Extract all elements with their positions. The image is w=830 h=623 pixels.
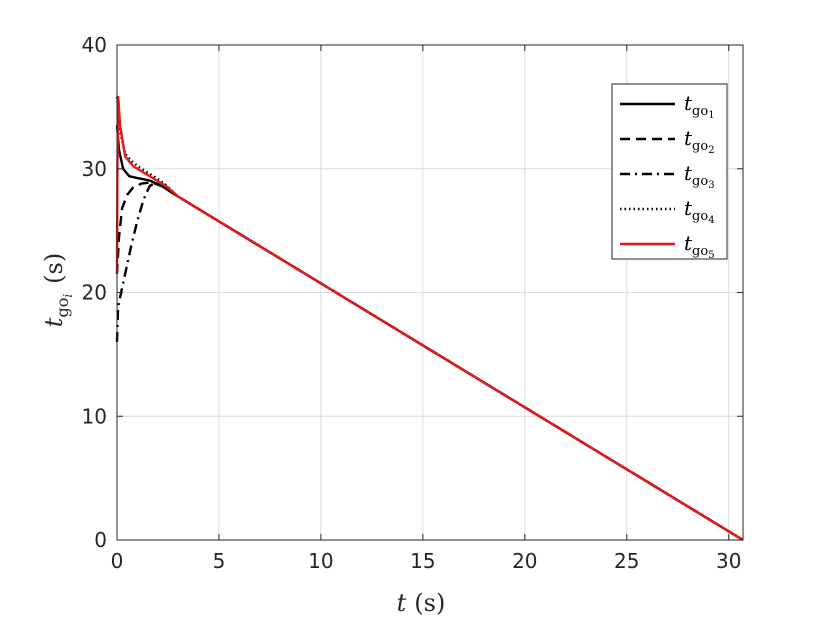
x-tick-label: 15	[410, 549, 435, 573]
legend-label-var: t	[684, 231, 693, 255]
legend-label-var: t	[684, 126, 693, 150]
y-tick-label: 10	[82, 404, 107, 428]
legend-label-sub: go	[692, 209, 708, 224]
series-line-3	[115, 181, 744, 542]
y-tick-label: 20	[82, 281, 107, 305]
y-axis-label-unit: (s)	[40, 253, 68, 284]
y-axis-label: tgoi (s)	[40, 253, 75, 327]
legend-label-index: 2	[708, 145, 714, 156]
legend-label-sub: go	[692, 139, 708, 154]
x-tick-label: 5	[213, 549, 226, 573]
legend-label-sub: go	[692, 244, 708, 259]
x-tick-label: 30	[716, 549, 741, 573]
series-line-5	[115, 95, 744, 542]
legend-label-var: t	[684, 196, 693, 220]
y-axis-label-subsub: i	[61, 294, 75, 298]
x-axis-label-var: t	[397, 589, 407, 617]
x-tick-label: 25	[614, 549, 639, 573]
legend-box	[611, 83, 728, 260]
legend-label-index: 5	[708, 250, 714, 261]
series-group	[115, 95, 744, 542]
y-axis-label-var: t	[40, 317, 68, 327]
legend-label-1: tgo1	[684, 91, 715, 121]
x-axis-label: t (s)	[397, 589, 446, 617]
x-tick-label: 20	[512, 549, 537, 573]
legend-label-index: 3	[708, 180, 714, 191]
legend-label-var: t	[684, 91, 693, 115]
legend-label-2: tgo2	[684, 126, 715, 156]
x-axis-label-unit: (s)	[414, 589, 445, 617]
legend-label-5: tgo5	[684, 231, 715, 261]
legend-label-sub: go	[692, 174, 708, 189]
legend-label-index: 1	[708, 110, 714, 121]
x-tick-label: 10	[308, 549, 333, 573]
legend-label-var: t	[684, 161, 693, 185]
legend-label-index: 4	[708, 215, 714, 226]
y-axis-label-sub: go	[53, 298, 72, 318]
x-tick-label: 0	[111, 549, 124, 573]
legend-label-3: tgo3	[684, 161, 715, 191]
legend-label-sub: go	[692, 104, 708, 119]
y-tick-label: 30	[82, 157, 107, 181]
y-tick-label: 40	[82, 33, 107, 57]
y-tick-label: 0	[94, 528, 107, 552]
legend-label-4: tgo4	[684, 196, 715, 226]
